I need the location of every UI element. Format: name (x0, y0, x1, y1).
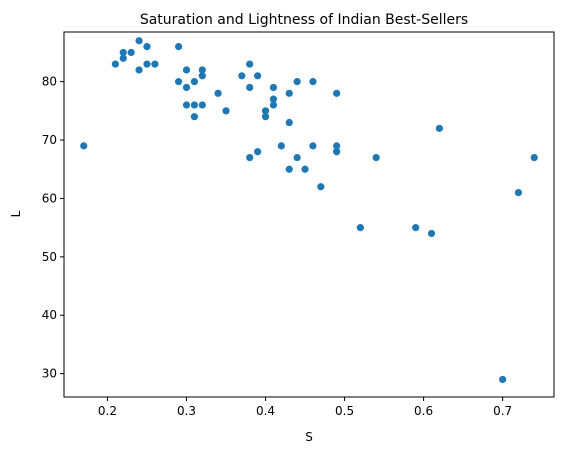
data-point (499, 376, 506, 383)
x-tick-label: 0.5 (335, 404, 354, 418)
data-point (246, 84, 253, 91)
data-point (270, 84, 277, 91)
data-point (286, 119, 293, 126)
data-point (309, 142, 316, 149)
data-point (317, 183, 324, 190)
data-point (286, 90, 293, 97)
data-point (357, 224, 364, 231)
data-point (183, 101, 190, 108)
y-axis-label: L (9, 210, 23, 217)
data-point (373, 154, 380, 161)
data-point (254, 148, 261, 155)
data-point (112, 61, 119, 68)
data-point (80, 142, 87, 149)
data-point (143, 61, 150, 68)
data-point (333, 148, 340, 155)
data-point (120, 55, 127, 62)
data-point (412, 224, 419, 231)
x-tick-label: 0.7 (493, 404, 512, 418)
data-point (191, 78, 198, 85)
y-tick-label: 80 (42, 75, 57, 89)
data-point (199, 101, 206, 108)
data-point (294, 154, 301, 161)
data-point (333, 90, 340, 97)
data-point (238, 72, 245, 79)
x-tick-label: 0.2 (98, 404, 117, 418)
chart-title: Saturation and Lightness of Indian Best-… (140, 12, 468, 28)
data-point (135, 66, 142, 73)
data-point (254, 72, 261, 79)
data-point (246, 154, 253, 161)
data-point (286, 166, 293, 173)
data-point (183, 66, 190, 73)
data-point (294, 78, 301, 85)
y-tick-label: 70 (42, 133, 57, 147)
data-point (515, 189, 522, 196)
x-tick-label: 0.6 (414, 404, 433, 418)
data-point (175, 78, 182, 85)
y-tick-label: 60 (42, 191, 57, 205)
data-point (199, 72, 206, 79)
data-point (128, 49, 135, 56)
y-tick-label: 50 (42, 250, 57, 264)
data-point (436, 125, 443, 132)
data-point (309, 78, 316, 85)
data-point (246, 61, 253, 68)
y-tick-label: 30 (42, 367, 57, 381)
y-tick-label: 40 (42, 308, 57, 322)
data-point (262, 113, 269, 120)
data-point (531, 154, 538, 161)
data-point (191, 101, 198, 108)
data-point (135, 37, 142, 44)
data-point (278, 142, 285, 149)
data-point (151, 61, 158, 68)
data-point (222, 107, 229, 114)
data-point (428, 230, 435, 237)
data-point (270, 101, 277, 108)
data-point (175, 43, 182, 50)
data-point (143, 43, 150, 50)
data-point (191, 113, 198, 120)
data-point (183, 84, 190, 91)
x-tick-label: 0.3 (177, 404, 196, 418)
data-point (301, 166, 308, 173)
x-axis-label: S (305, 430, 313, 444)
x-tick-label: 0.4 (256, 404, 275, 418)
data-point (215, 90, 222, 97)
